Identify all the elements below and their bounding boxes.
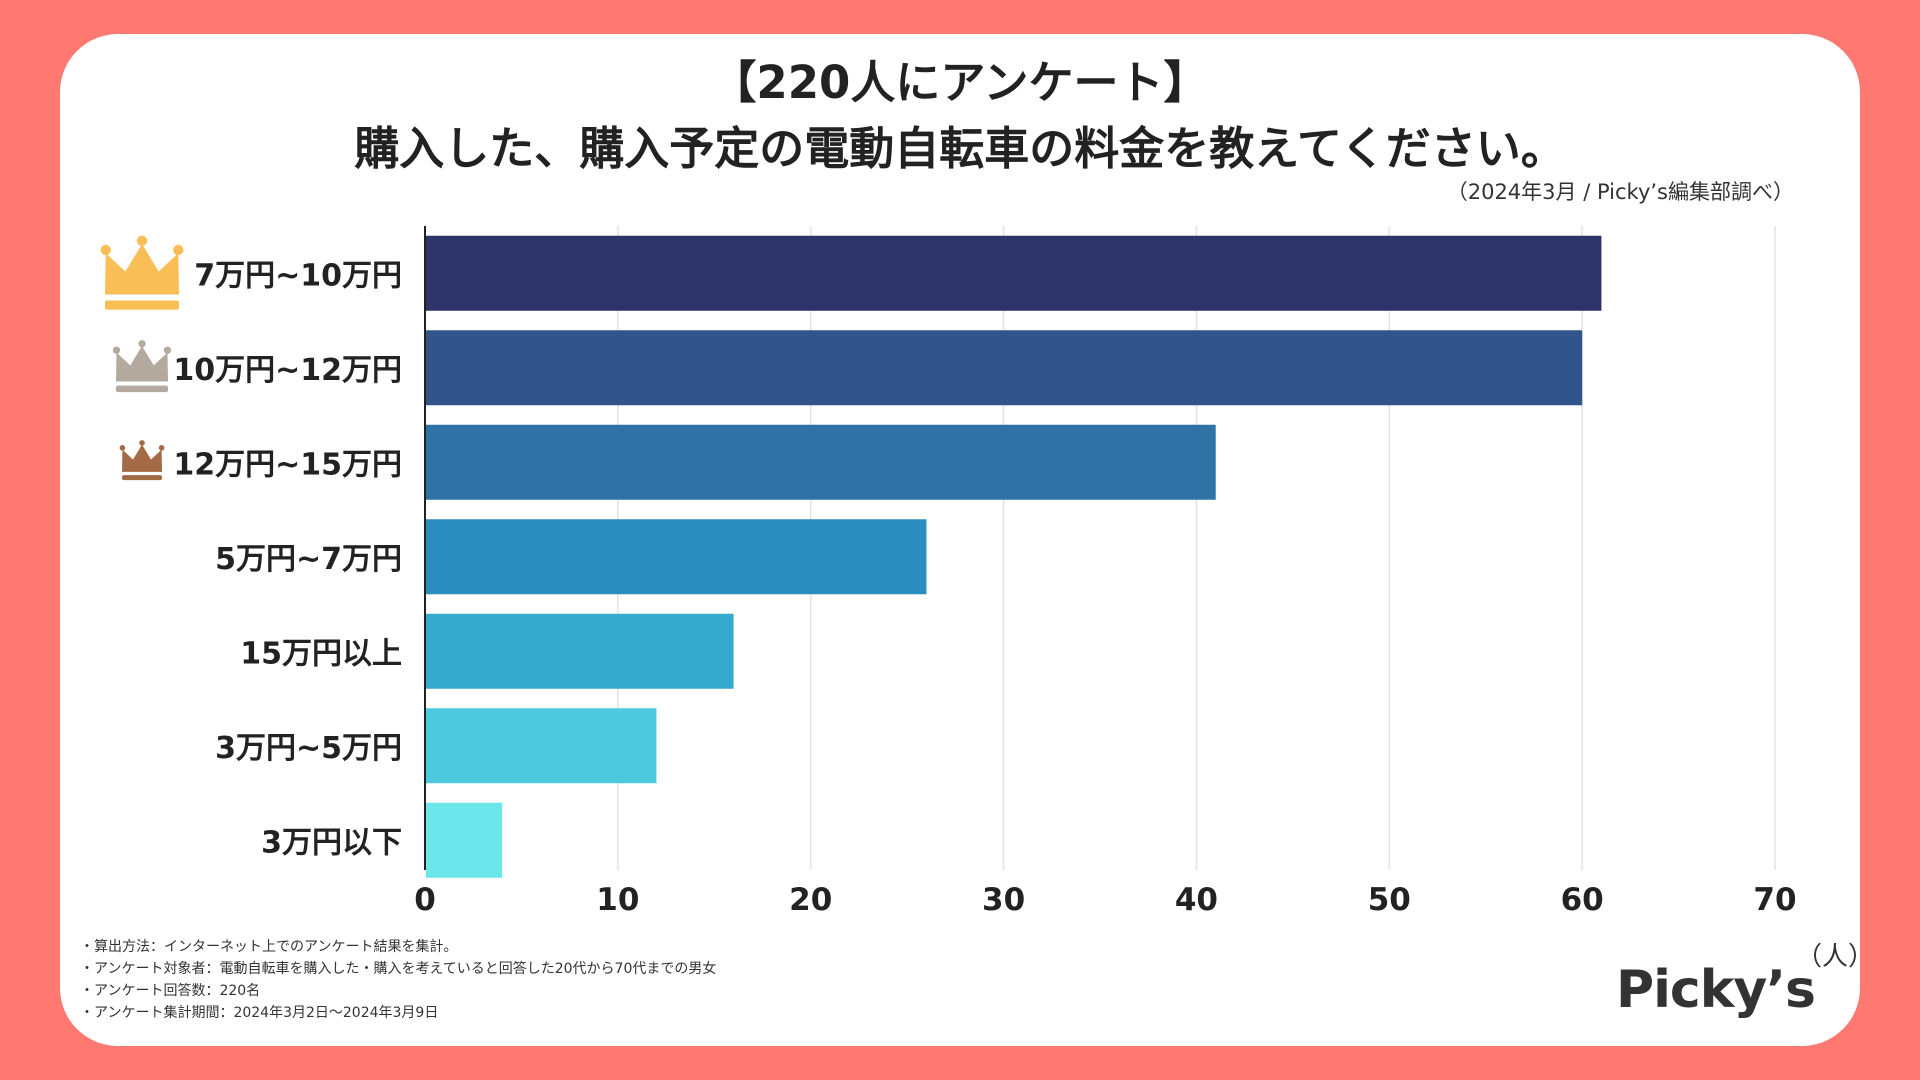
crown-jewel-icon bbox=[158, 445, 165, 451]
bar bbox=[426, 613, 734, 689]
crown-jewel-icon bbox=[173, 244, 184, 256]
y-category-label: 3万円~5万円 bbox=[215, 731, 402, 766]
y-category-label: 5万円~7万円 bbox=[215, 542, 402, 577]
note-count: ・アンケート回答数：220名 bbox=[80, 983, 261, 999]
y-category-label: 15万円以上 bbox=[240, 636, 402, 671]
x-tick-label: 20 bbox=[789, 882, 832, 918]
bar bbox=[426, 802, 503, 878]
crown-jewel-icon bbox=[138, 340, 146, 348]
crown-jewel-icon bbox=[163, 346, 172, 354]
brand-logo: Picky’s bbox=[1616, 960, 1816, 1020]
crown-icon bbox=[122, 444, 162, 472]
crown-jewel-icon bbox=[112, 346, 121, 354]
x-tick-label: 30 bbox=[982, 882, 1025, 918]
x-axis-unit-label: （人） bbox=[1796, 942, 1875, 972]
x-tick-label: 70 bbox=[1753, 882, 1796, 918]
y-category-label: 10万円~12万円 bbox=[173, 353, 402, 388]
crown-jewel-icon bbox=[100, 244, 111, 256]
crown-base-icon bbox=[122, 475, 162, 481]
content-card bbox=[60, 34, 1860, 1046]
x-tick-label: 50 bbox=[1368, 882, 1411, 918]
chart-title-line2: 購入した、購入予定の電動自転車の料金を教えてください。 bbox=[354, 122, 1566, 175]
crown-jewel-icon bbox=[136, 235, 148, 246]
note-method: ・算出方法：インターネット上でのアンケート結果を集計。 bbox=[80, 939, 458, 955]
note-target: ・アンケート対象者：電動自転車を購入した・購入を考えていると回答した20代から7… bbox=[80, 961, 717, 977]
note-period: ・アンケート集計期間：2024年3月2日〜2024年3月9日 bbox=[80, 1005, 439, 1021]
y-category-label: 7万円~10万円 bbox=[194, 258, 402, 293]
crown-jewel-icon bbox=[119, 445, 126, 451]
chart-title-line1: 【220人にアンケート】 bbox=[711, 56, 1209, 109]
source-note: （2024年3月 / Picky’s編集部調べ） bbox=[1446, 180, 1794, 204]
x-tick-label: 0 bbox=[414, 882, 436, 918]
bar bbox=[426, 330, 1583, 406]
crown-base-icon bbox=[105, 300, 179, 310]
bar bbox=[426, 424, 1216, 500]
crown-base-icon bbox=[116, 385, 168, 393]
y-category-label: 3万円以下 bbox=[261, 825, 402, 860]
crown-jewel-icon bbox=[139, 440, 145, 446]
crown-icon bbox=[105, 244, 179, 295]
survey-notes: ・算出方法：インターネット上でのアンケート結果を集計。 ・アンケート対象者：電動… bbox=[80, 936, 716, 1024]
x-tick-label: 60 bbox=[1561, 882, 1604, 918]
bar bbox=[426, 708, 657, 784]
x-tick-label: 10 bbox=[596, 882, 639, 918]
y-category-label: 12万円~15万円 bbox=[173, 447, 402, 482]
crown-icon bbox=[116, 346, 168, 382]
bar bbox=[426, 519, 927, 595]
x-tick-label: 40 bbox=[1175, 882, 1218, 918]
bar bbox=[426, 235, 1602, 311]
